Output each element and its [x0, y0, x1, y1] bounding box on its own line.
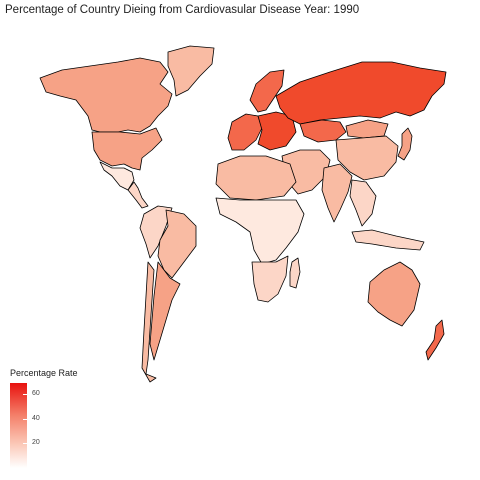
legend-color-bar [10, 383, 27, 468]
legend-title: Percentage Rate [10, 368, 78, 378]
legend-tick-mark [23, 443, 27, 444]
region-central-america[interactable] [127, 181, 149, 209]
legend: Percentage Rate 60 40 20 [10, 368, 130, 468]
region-united-states[interactable] [91, 127, 163, 171]
region-greenland[interactable] [167, 45, 215, 97]
region-andean-south-america[interactable] [139, 205, 173, 259]
region-china[interactable] [335, 135, 399, 181]
region-southern-africa[interactable] [251, 255, 289, 303]
region-australia[interactable] [367, 261, 421, 327]
region-argentina[interactable] [149, 261, 181, 361]
region-north-africa[interactable] [215, 155, 297, 201]
region-madagascar[interactable] [289, 257, 301, 289]
region-chile[interactable] [141, 261, 157, 383]
region-mexico[interactable] [99, 161, 135, 191]
region-indonesia[interactable] [351, 229, 425, 251]
region-eastern-europe[interactable] [257, 111, 297, 151]
region-canada[interactable] [39, 57, 173, 133]
region-kazakhstan[interactable] [299, 119, 347, 143]
region-southeast-asia[interactable] [349, 179, 377, 227]
region-scandinavia[interactable] [249, 69, 285, 113]
legend-tick-mark [23, 419, 27, 420]
legend-tick-label: 60 [32, 390, 40, 397]
region-india[interactable] [321, 163, 353, 223]
region-japan[interactable] [397, 127, 413, 161]
region-new-zealand[interactable] [425, 319, 445, 361]
region-mongolia[interactable] [345, 119, 389, 139]
region-russia[interactable] [275, 61, 447, 125]
region-western-europe[interactable] [227, 113, 263, 151]
region-brazil[interactable] [157, 209, 197, 279]
legend-tick-mark [23, 394, 27, 395]
legend-tick-label: 20 [32, 439, 40, 446]
map-title: Percentage of Country Dieing from Cardio… [5, 4, 360, 16]
legend-tick-label: 40 [32, 415, 40, 422]
region-sub-saharan-africa[interactable] [215, 197, 305, 265]
